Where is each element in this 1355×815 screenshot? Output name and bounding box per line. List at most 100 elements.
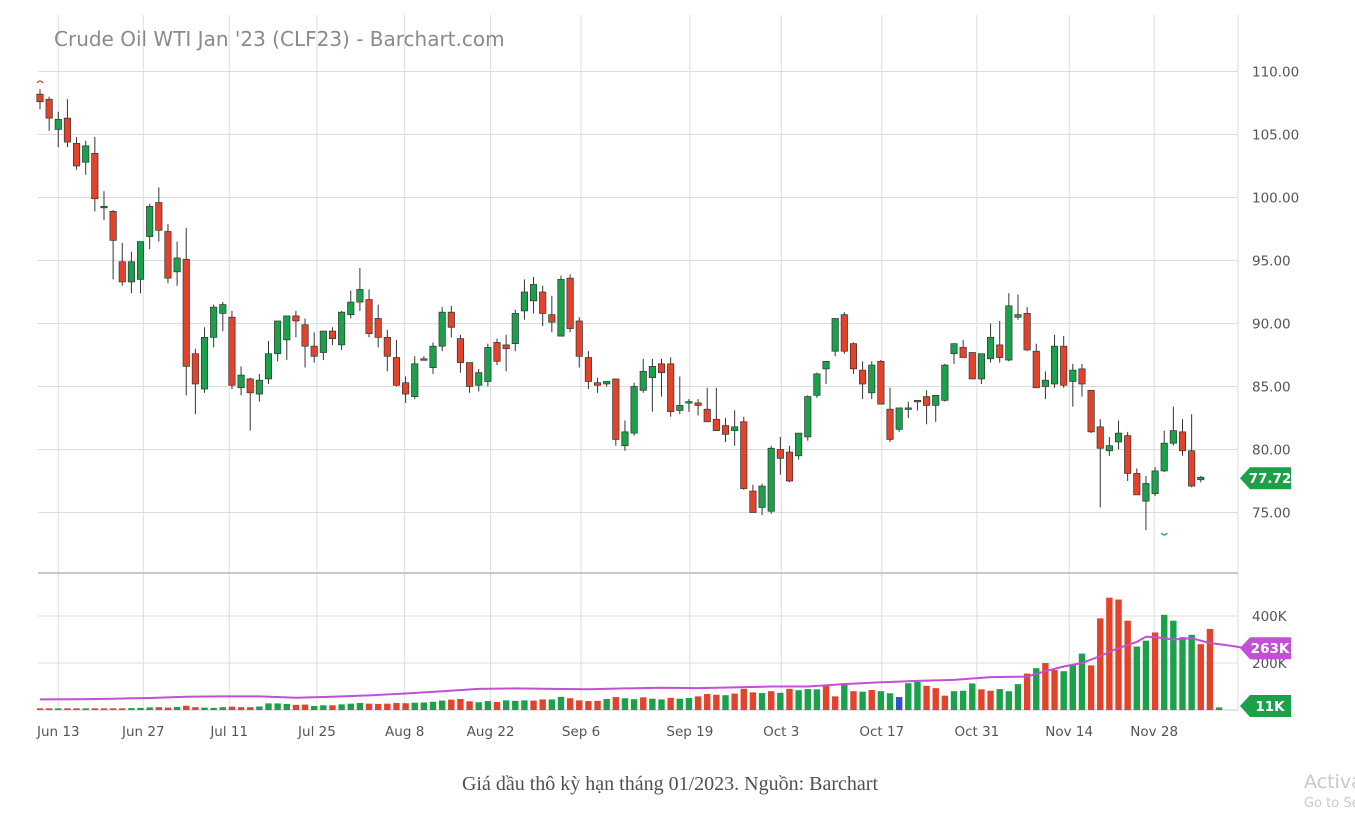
candle <box>1041 371 1049 400</box>
candle <box>530 276 538 314</box>
volume-bar <box>228 706 236 710</box>
last-price-badge: 77.72 <box>1240 467 1292 490</box>
candle <box>877 360 885 405</box>
candle-body <box>740 421 748 489</box>
candle <box>155 187 163 242</box>
volume-bar <box>192 707 199 710</box>
volume-bar <box>512 700 519 710</box>
volume-bar <box>1124 620 1131 710</box>
candlestick-series <box>36 89 1205 531</box>
candle-body <box>228 316 236 386</box>
volume-moving-average <box>39 635 1256 701</box>
candle <box>603 381 611 387</box>
candle <box>182 227 190 396</box>
volume-bar <box>365 703 373 710</box>
volume-bar <box>1033 668 1040 710</box>
volume-bar <box>484 701 492 710</box>
candle <box>1178 419 1187 456</box>
volume-bar <box>795 690 802 710</box>
candle-body <box>1105 445 1113 452</box>
candle-body <box>520 291 528 312</box>
candle-body <box>246 378 254 394</box>
candle <box>1032 343 1040 389</box>
candle-body <box>913 400 921 403</box>
volume-bar <box>923 685 930 710</box>
candle-body <box>950 343 958 355</box>
candle-body <box>1005 305 1013 361</box>
candle-body <box>1023 313 1031 351</box>
candle <box>210 304 218 348</box>
volume-bar <box>585 701 592 710</box>
candle <box>703 387 711 423</box>
candle-body <box>1050 345 1059 385</box>
volume-bar <box>1023 673 1031 710</box>
y-tick-label: 80.00 <box>1252 443 1291 459</box>
candle-body <box>530 284 538 302</box>
volume-bar <box>777 692 784 710</box>
volume-bar <box>1197 644 1204 710</box>
volume-bar <box>731 693 738 710</box>
volume-bar <box>301 704 309 710</box>
candle <box>100 191 108 221</box>
candle <box>987 323 995 363</box>
candle-body <box>657 363 666 373</box>
candle-body <box>411 363 419 397</box>
volume-bar <box>1115 599 1122 710</box>
candle <box>264 341 273 384</box>
volume-bar <box>868 690 875 710</box>
y-tick-label: 95.00 <box>1252 254 1291 270</box>
x-tick-label: Jun 13 <box>36 724 80 740</box>
candle <box>712 387 720 431</box>
candle <box>73 137 81 170</box>
candle <box>539 285 547 327</box>
volume-bar <box>630 699 638 710</box>
ma-line <box>39 635 1256 701</box>
candle <box>657 358 666 397</box>
candle <box>1197 475 1205 483</box>
candle <box>593 377 602 393</box>
candle-body <box>237 374 245 389</box>
volume-bar <box>1078 653 1086 710</box>
candle <box>1005 293 1013 362</box>
volume-bar <box>329 705 336 710</box>
volume-bar <box>393 702 400 710</box>
candle-body <box>941 364 949 401</box>
last-price-badge-text: 77.72 <box>1249 471 1292 487</box>
volume-bar <box>338 704 345 710</box>
candle <box>54 111 62 148</box>
candle <box>191 348 199 415</box>
grid <box>38 15 1239 711</box>
candle-body <box>484 347 492 382</box>
watermark-line1: Activa <box>1304 771 1355 793</box>
candle-body <box>319 330 327 353</box>
candle-body <box>977 353 985 380</box>
volume-bar <box>841 683 848 710</box>
candle-body <box>612 378 620 440</box>
candle-body <box>502 344 510 350</box>
candle-body <box>274 320 282 355</box>
volume-bar <box>502 700 510 710</box>
volume-bar <box>768 691 775 710</box>
volume-bar <box>1215 707 1223 710</box>
volume-bar <box>1042 663 1049 710</box>
candle-body <box>840 314 848 352</box>
candle-body <box>338 311 346 346</box>
candle <box>913 400 921 411</box>
x-tick-label: Jul 11 <box>209 724 248 740</box>
volume-bar <box>813 689 821 710</box>
volume-bar <box>73 708 80 710</box>
candle <box>283 315 291 361</box>
candle-body <box>1014 314 1022 318</box>
candle-body <box>694 402 702 406</box>
volume-bar <box>978 689 985 710</box>
candle <box>45 96 53 131</box>
volume-bar <box>384 703 391 710</box>
volume-bar <box>320 705 327 710</box>
candle <box>758 483 766 516</box>
volume-bar <box>247 707 254 710</box>
volume-bar <box>722 695 729 710</box>
candle <box>136 241 145 294</box>
candle-body <box>877 360 885 405</box>
candle-body <box>1087 389 1095 433</box>
